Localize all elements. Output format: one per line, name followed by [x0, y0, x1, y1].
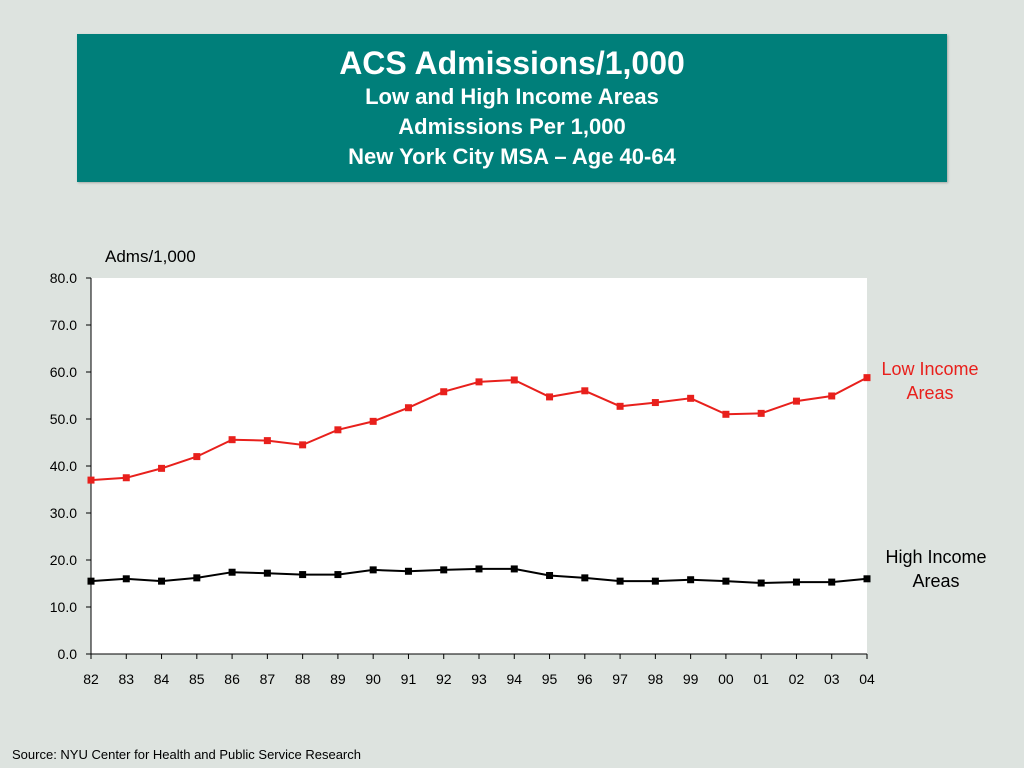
x-tick-label: 88 — [295, 671, 311, 687]
chart-subtitle-1: Low and High Income Areas — [365, 84, 659, 109]
data-point-low-income — [510, 376, 518, 384]
data-point-low-income — [369, 417, 377, 425]
x-tick-label: 01 — [753, 671, 769, 687]
y-tick-label: 70.0 — [50, 317, 77, 333]
x-tick-label: 96 — [577, 671, 593, 687]
x-tick-label: 90 — [365, 671, 381, 687]
data-point-high-income — [687, 576, 695, 584]
x-tick-label: 86 — [224, 671, 240, 687]
data-point-high-income — [722, 577, 730, 585]
data-point-high-income — [475, 565, 483, 573]
data-point-high-income — [87, 577, 95, 585]
y-tick-label: 50.0 — [50, 411, 77, 427]
y-tick-label: 60.0 — [50, 364, 77, 380]
y-tick-label: 0.0 — [58, 646, 78, 662]
data-point-low-income — [863, 374, 871, 382]
data-point-low-income — [757, 409, 765, 417]
x-tick-label: 03 — [824, 671, 840, 687]
data-point-high-income — [546, 572, 554, 580]
y-axis-label: Adms/1,000 — [105, 247, 196, 266]
data-point-low-income — [475, 378, 483, 386]
source-note: Source: NYU Center for Health and Public… — [12, 747, 361, 762]
x-tick-label: 91 — [401, 671, 417, 687]
data-point-low-income — [228, 436, 236, 444]
x-tick-label: 99 — [683, 671, 699, 687]
data-point-low-income — [687, 394, 695, 402]
x-tick-label: 93 — [471, 671, 487, 687]
data-point-low-income — [299, 441, 307, 449]
x-tick-label: 98 — [648, 671, 664, 687]
data-point-high-income — [651, 577, 659, 585]
data-point-high-income — [792, 578, 800, 586]
chart-title: ACS Admissions/1,000 — [339, 45, 685, 81]
x-tick-label: 85 — [189, 671, 205, 687]
data-point-low-income — [546, 393, 554, 401]
data-point-low-income — [193, 453, 201, 461]
data-point-high-income — [863, 575, 871, 583]
data-point-high-income — [193, 574, 201, 582]
data-point-low-income — [581, 387, 589, 395]
data-point-high-income — [616, 577, 624, 585]
data-point-high-income — [757, 579, 765, 587]
data-point-low-income — [722, 410, 730, 418]
data-point-low-income — [651, 399, 659, 407]
x-tick-label: 02 — [789, 671, 805, 687]
data-point-high-income — [158, 577, 166, 585]
plot-area — [91, 278, 867, 654]
data-point-low-income — [334, 426, 342, 434]
data-point-low-income — [87, 476, 95, 484]
data-point-high-income — [263, 569, 271, 577]
data-point-low-income — [792, 397, 800, 405]
y-tick-label: 40.0 — [50, 458, 77, 474]
y-tick-label: 30.0 — [50, 505, 77, 521]
chart-subtitle-3: New York City MSA – Age 40-64 — [348, 144, 676, 169]
data-point-low-income — [828, 392, 836, 400]
x-tick-label: 95 — [542, 671, 558, 687]
x-tick-label: 89 — [330, 671, 346, 687]
data-point-high-income — [122, 575, 130, 583]
data-point-high-income — [581, 574, 589, 582]
data-point-low-income — [404, 404, 412, 412]
y-tick-label: 80.0 — [50, 270, 77, 286]
x-tick-label: 82 — [83, 671, 99, 687]
data-point-high-income — [510, 565, 518, 573]
x-tick-label: 92 — [436, 671, 452, 687]
x-tick-label: 94 — [506, 671, 522, 687]
data-point-high-income — [299, 571, 307, 579]
y-tick-label: 10.0 — [50, 599, 77, 615]
x-tick-label: 84 — [154, 671, 170, 687]
title-box: ACS Admissions/1,000 Low and High Income… — [77, 34, 947, 182]
data-point-high-income — [828, 578, 836, 586]
y-tick-label: 20.0 — [50, 552, 77, 568]
data-point-high-income — [228, 568, 236, 576]
data-point-high-income — [334, 571, 342, 579]
data-point-low-income — [122, 474, 130, 482]
x-tick-label: 97 — [612, 671, 628, 687]
x-tick-label: 83 — [118, 671, 134, 687]
x-tick-label: 87 — [260, 671, 276, 687]
x-tick-label: 00 — [718, 671, 734, 687]
chart-subtitle-2: Admissions Per 1,000 — [398, 114, 626, 139]
data-point-high-income — [369, 566, 377, 574]
series-label-high-income: High Income Areas — [885, 547, 987, 591]
data-point-low-income — [440, 388, 448, 396]
x-tick-label: 04 — [859, 671, 875, 687]
data-point-high-income — [440, 566, 448, 574]
data-point-low-income — [158, 464, 166, 472]
data-point-high-income — [404, 567, 412, 575]
data-point-low-income — [263, 437, 271, 445]
series-label-low-income: Low Income Areas — [881, 359, 979, 403]
data-point-low-income — [616, 402, 624, 410]
